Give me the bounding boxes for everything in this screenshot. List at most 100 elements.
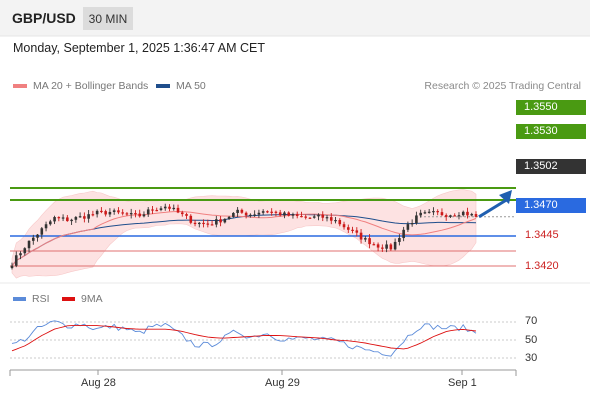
- rsi-tick-70: 70: [525, 315, 538, 327]
- price-levels: [10, 187, 516, 267]
- projection-arrow: [478, 190, 512, 219]
- legend-label-rsi: RSI: [32, 293, 50, 305]
- candle-up: [236, 209, 239, 213]
- price-label-support-2: 1.3420: [525, 260, 559, 272]
- candle-down: [202, 222, 205, 225]
- candle-up: [112, 210, 116, 212]
- candle-down: [359, 232, 363, 240]
- bollinger-band-layer: [11, 189, 477, 279]
- candle-down: [100, 210, 103, 213]
- candle-up: [74, 217, 78, 220]
- candle-down: [304, 216, 308, 218]
- price-label-resistance-1: 1.3550: [516, 100, 586, 115]
- candle-down: [155, 209, 159, 212]
- ma20-line: [11, 210, 477, 267]
- candle-up: [44, 224, 48, 229]
- candle-up: [410, 223, 414, 225]
- candle-down: [206, 223, 210, 225]
- candle-down: [121, 212, 124, 214]
- candle-up: [36, 234, 39, 238]
- candle-up: [325, 217, 329, 219]
- candle-up: [78, 216, 82, 218]
- price-label-pivot: 1.3470: [516, 198, 586, 213]
- candle-up: [393, 241, 397, 250]
- candle-up: [27, 240, 31, 249]
- rsi-line: [11, 320, 477, 357]
- candle-down: [287, 212, 290, 216]
- candle-up: [19, 253, 22, 256]
- candle-down: [244, 212, 248, 216]
- candle-up: [129, 213, 133, 215]
- x-axis: [9, 369, 517, 376]
- candle-up: [402, 229, 405, 239]
- candle-down: [466, 211, 469, 216]
- candle-down: [342, 224, 346, 228]
- candle-up: [385, 244, 388, 249]
- candle-up: [49, 221, 52, 225]
- date-label-sep-1: Sep 1: [448, 377, 477, 389]
- projection-line: [478, 197, 509, 219]
- candle-down: [104, 211, 107, 215]
- candle-up: [108, 211, 112, 215]
- legend-swatch-ma20: [13, 84, 27, 88]
- candle-down: [329, 217, 333, 221]
- candle-up: [249, 214, 252, 216]
- candle-up: [423, 212, 427, 214]
- candle-up: [253, 214, 256, 216]
- candle-up: [172, 207, 176, 210]
- candle-down: [453, 215, 457, 217]
- date-label-aug-29: Aug 29: [265, 377, 300, 389]
- timeframe-button[interactable]: 30 MIN: [83, 7, 133, 30]
- candle-up: [415, 215, 418, 224]
- price-label-current: 1.3502: [516, 159, 586, 174]
- bollinger-band: [11, 189, 477, 279]
- projection-arrowhead: [499, 190, 512, 204]
- price-label-resistance-2: 1.3530: [516, 124, 586, 139]
- legend-swatch-rsi-ma: [62, 297, 75, 301]
- candle-up: [53, 217, 56, 222]
- candle-down: [176, 207, 180, 213]
- candle-down: [474, 214, 478, 217]
- candle-down: [351, 229, 354, 231]
- rsi-tick-30: 30: [525, 352, 538, 364]
- candle-up: [317, 214, 320, 217]
- candle-up: [215, 219, 218, 225]
- candle-down: [83, 216, 86, 219]
- candle-up: [427, 211, 431, 213]
- chart-timestamp: Monday, September 1, 2025 1:36:47 AM CET: [13, 41, 265, 55]
- candle-down: [138, 213, 142, 217]
- candle-down: [444, 215, 448, 217]
- legend-label-ma20: MA 20 + Bollinger Bands: [33, 80, 149, 92]
- candle-down: [440, 212, 444, 216]
- candle-up: [283, 212, 286, 216]
- candle-up: [227, 216, 231, 219]
- candle-down: [376, 244, 380, 248]
- candle-up: [261, 211, 265, 213]
- candle-up: [14, 255, 18, 266]
- candle-down: [372, 244, 376, 246]
- legend-main-bollinger: MA 20 + Bollinger Bands: [13, 80, 148, 92]
- price-label-support-1: 1.3445: [525, 229, 559, 241]
- candle-down: [57, 217, 61, 219]
- candle-down: [151, 209, 154, 211]
- candle-up: [457, 215, 461, 217]
- candle-up: [312, 216, 316, 218]
- candle-down: [355, 230, 359, 233]
- instrument-title: GBP/USD: [12, 10, 76, 26]
- candle-up: [146, 209, 150, 215]
- candle-up: [232, 212, 235, 217]
- candle-down: [66, 217, 69, 222]
- candle-up: [406, 224, 410, 230]
- candle-up: [87, 214, 90, 219]
- candle-down: [210, 224, 214, 226]
- candle-down: [346, 227, 350, 230]
- candle-up: [142, 214, 146, 217]
- candle-up: [364, 238, 367, 240]
- legend-label-rsi-ma: 9MA: [81, 293, 103, 305]
- candle-up: [419, 212, 422, 216]
- data-credit: Research © 2025 Trading Central: [424, 80, 581, 92]
- candle-up: [398, 238, 401, 242]
- candle-up: [70, 219, 73, 222]
- candle-up: [159, 208, 163, 210]
